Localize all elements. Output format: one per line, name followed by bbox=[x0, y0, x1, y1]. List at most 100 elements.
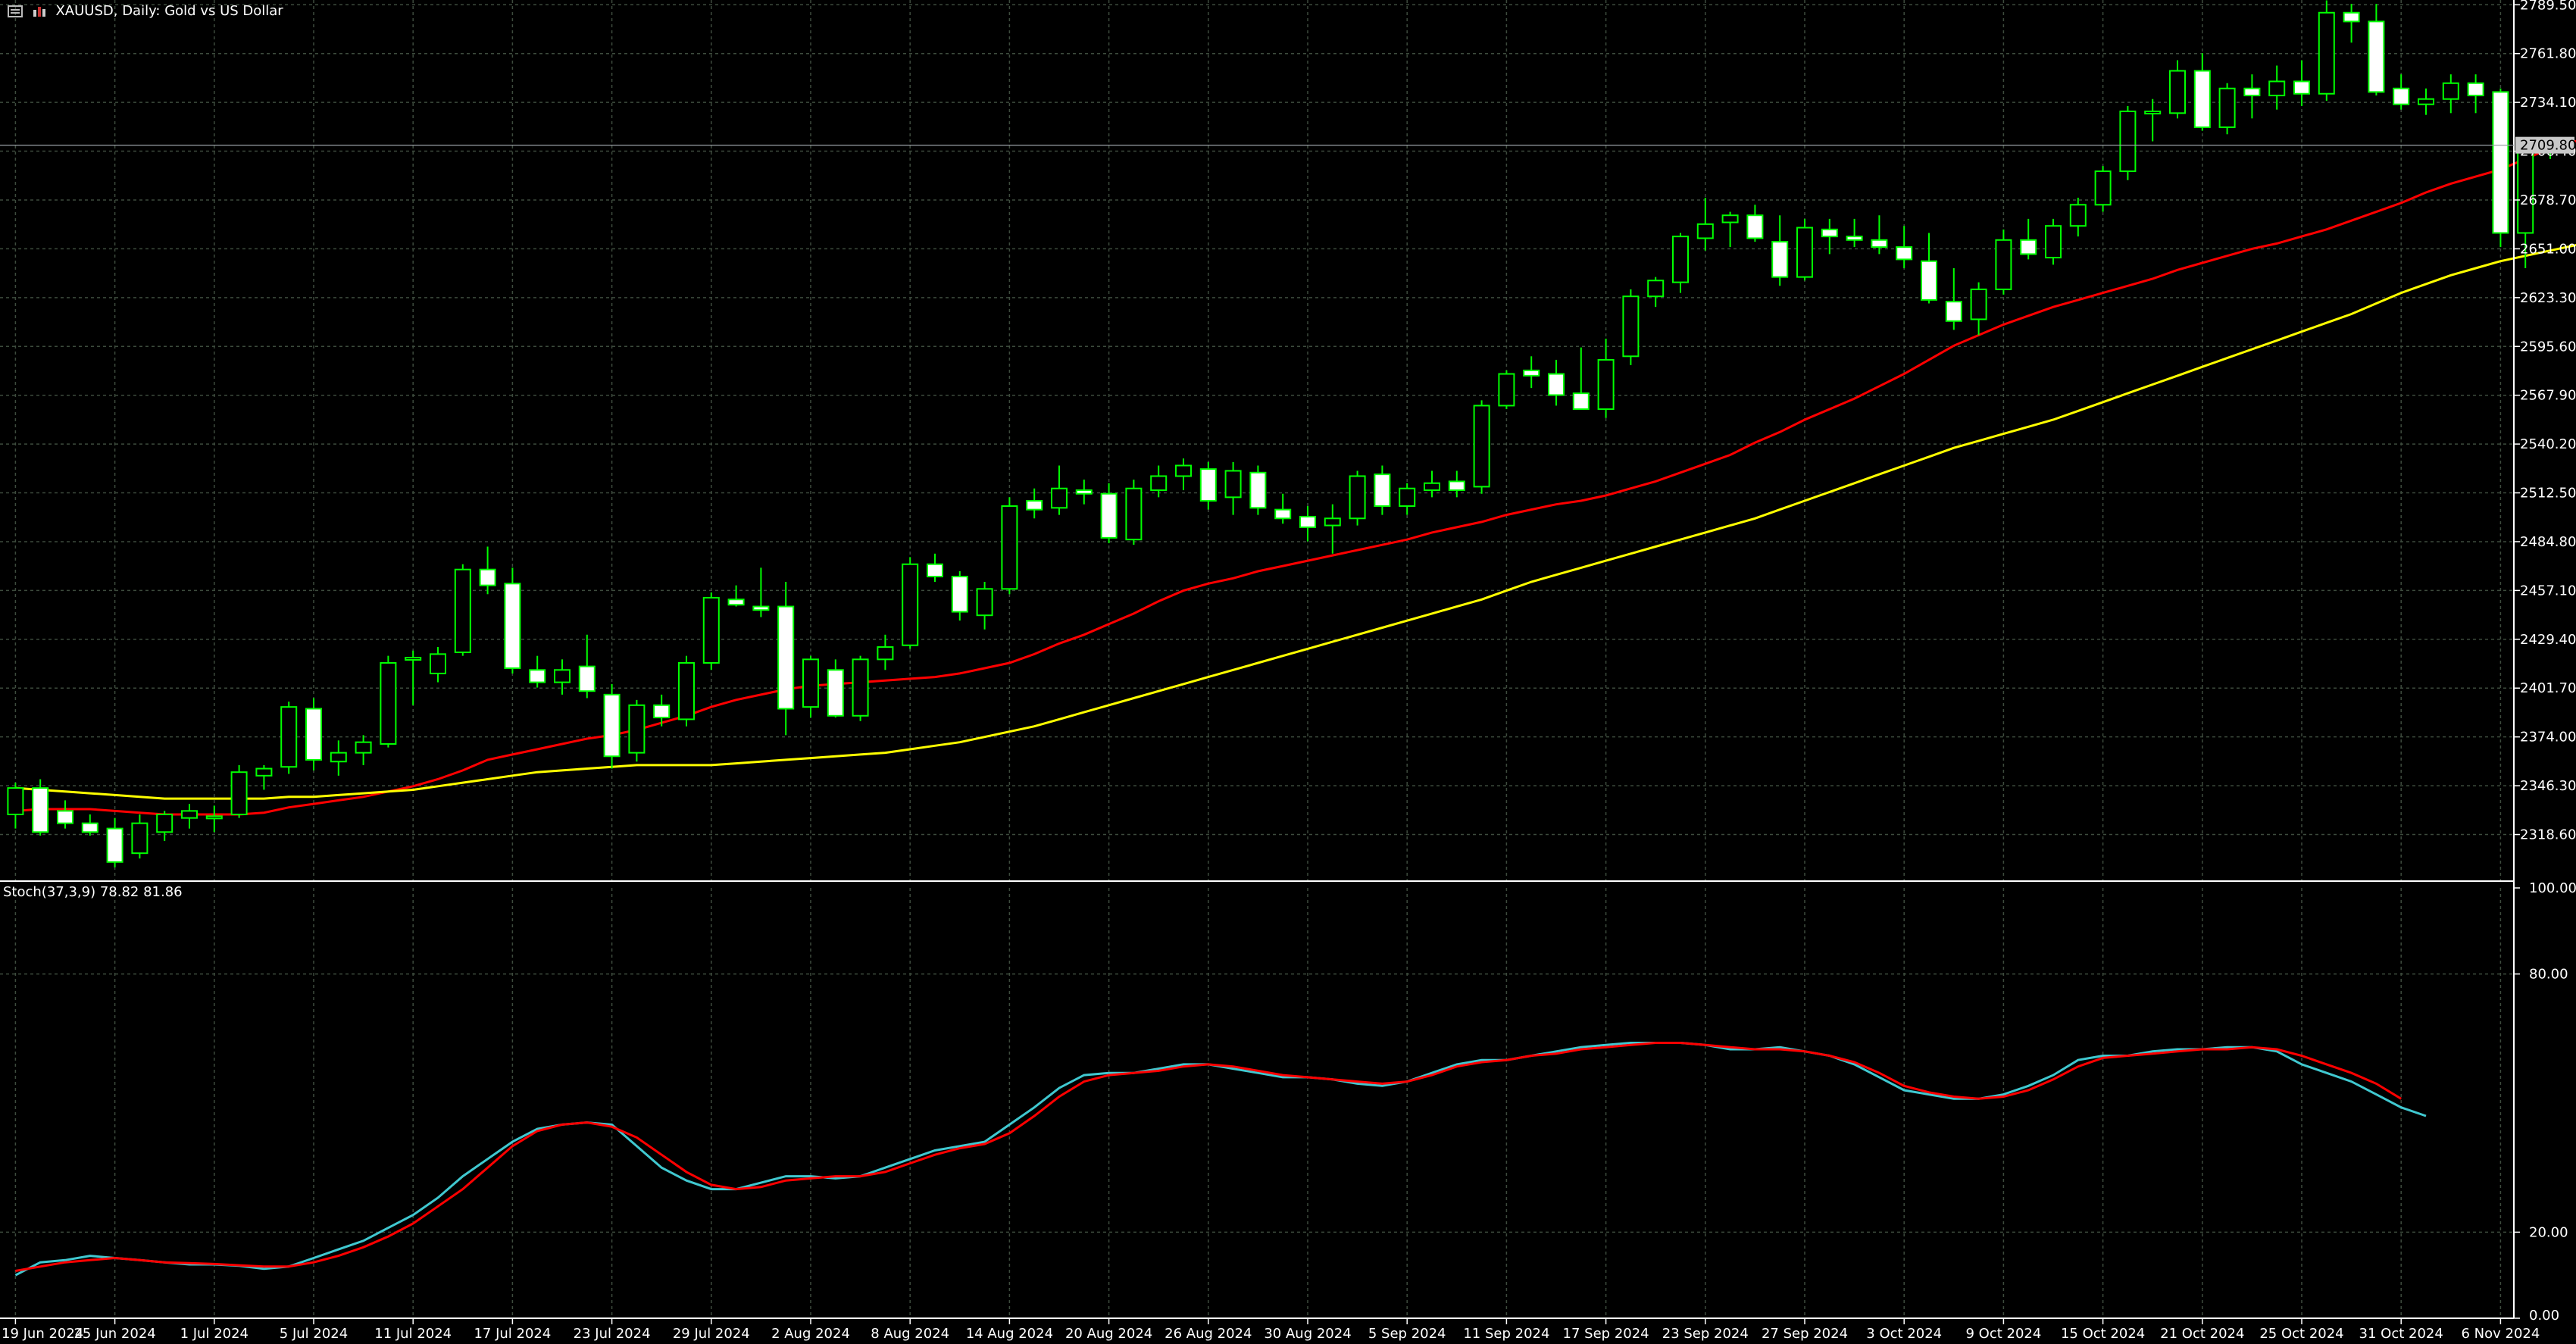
candle[interactable] bbox=[852, 655, 869, 721]
candle[interactable] bbox=[106, 817, 123, 867]
candle[interactable] bbox=[1001, 497, 1018, 595]
candle[interactable] bbox=[951, 571, 968, 621]
candle[interactable] bbox=[2418, 88, 2434, 115]
candle[interactable] bbox=[1349, 470, 1366, 526]
candle[interactable] bbox=[405, 650, 422, 705]
candle[interactable] bbox=[430, 647, 446, 683]
candle[interactable] bbox=[1871, 215, 1888, 255]
candle[interactable] bbox=[2218, 83, 2236, 135]
candle[interactable] bbox=[380, 655, 397, 748]
candle[interactable] bbox=[702, 592, 720, 670]
candle[interactable] bbox=[2293, 60, 2310, 107]
candle[interactable] bbox=[529, 655, 546, 688]
candle[interactable] bbox=[1100, 483, 1118, 543]
candle[interactable] bbox=[578, 634, 596, 699]
candle[interactable] bbox=[1696, 197, 1714, 251]
candle[interactable] bbox=[2393, 74, 2410, 110]
candle[interactable] bbox=[181, 804, 198, 829]
candle[interactable] bbox=[2119, 106, 2137, 180]
candle[interactable] bbox=[2069, 197, 2087, 237]
candle[interactable] bbox=[2094, 166, 2112, 212]
candle[interactable] bbox=[2343, 4, 2360, 43]
candle[interactable] bbox=[976, 581, 993, 630]
candle[interactable] bbox=[57, 800, 73, 829]
window-icon[interactable] bbox=[8, 5, 23, 17]
candle[interactable] bbox=[653, 694, 671, 727]
candle[interactable] bbox=[1175, 458, 1192, 491]
candle[interactable] bbox=[1224, 461, 1242, 515]
candle[interactable] bbox=[1896, 226, 1913, 268]
candle[interactable] bbox=[1523, 356, 1540, 389]
candle[interactable] bbox=[1945, 267, 1962, 330]
candle[interactable] bbox=[554, 659, 571, 695]
candle[interactable] bbox=[2045, 218, 2062, 265]
candle[interactable] bbox=[1970, 282, 1987, 336]
candle[interactable] bbox=[2144, 98, 2162, 142]
candle[interactable] bbox=[2492, 88, 2509, 248]
bar-chart-icon[interactable] bbox=[32, 5, 47, 17]
candle[interactable] bbox=[877, 634, 894, 670]
candle[interactable] bbox=[727, 585, 745, 607]
candle[interactable] bbox=[1374, 465, 1391, 515]
candle[interactable] bbox=[2193, 53, 2211, 131]
candle[interactable] bbox=[2368, 4, 2385, 96]
candle[interactable] bbox=[1796, 218, 1813, 281]
candle[interactable] bbox=[2517, 141, 2534, 268]
candle[interactable] bbox=[1324, 504, 1341, 554]
candle[interactable] bbox=[1026, 488, 1043, 519]
candle[interactable] bbox=[1498, 370, 1515, 410]
candle[interactable] bbox=[1150, 465, 1168, 498]
candle[interactable] bbox=[1299, 505, 1316, 542]
candle[interactable] bbox=[305, 698, 322, 770]
candle[interactable] bbox=[1125, 480, 1143, 545]
candle[interactable] bbox=[1921, 233, 1937, 304]
candle[interactable] bbox=[1821, 218, 1838, 255]
candle[interactable] bbox=[802, 655, 819, 718]
candle[interactable] bbox=[777, 581, 795, 736]
candle[interactable] bbox=[678, 655, 695, 727]
candle[interactable] bbox=[1746, 205, 1764, 242]
candle[interactable] bbox=[752, 567, 770, 617]
candle[interactable] bbox=[131, 814, 148, 859]
candle[interactable] bbox=[1721, 211, 1739, 248]
candle[interactable] bbox=[454, 564, 471, 656]
candle[interactable] bbox=[1572, 347, 1590, 411]
candle[interactable] bbox=[1448, 470, 1465, 498]
candle[interactable] bbox=[1995, 229, 2012, 295]
candlesticks[interactable] bbox=[7, 0, 2559, 867]
candle[interactable] bbox=[230, 764, 248, 818]
candle[interactable] bbox=[628, 699, 646, 762]
candle[interactable] bbox=[156, 811, 174, 841]
candle[interactable] bbox=[81, 814, 98, 836]
candle[interactable] bbox=[2268, 65, 2286, 110]
candle[interactable] bbox=[1199, 461, 1217, 510]
candle[interactable] bbox=[355, 735, 372, 765]
candle[interactable] bbox=[479, 546, 496, 595]
candle[interactable] bbox=[32, 779, 49, 836]
candle[interactable] bbox=[205, 805, 223, 833]
candle[interactable] bbox=[280, 702, 298, 774]
candle[interactable] bbox=[1672, 233, 1689, 293]
candle[interactable] bbox=[1399, 483, 1416, 515]
candle[interactable] bbox=[1075, 480, 1093, 505]
candle[interactable] bbox=[902, 557, 919, 649]
candle[interactable] bbox=[1548, 359, 1565, 406]
candle[interactable] bbox=[504, 567, 521, 674]
candle[interactable] bbox=[1274, 493, 1292, 524]
candle[interactable] bbox=[1249, 465, 1267, 515]
candle[interactable] bbox=[2020, 218, 2037, 260]
candle[interactable] bbox=[1051, 465, 1068, 515]
candle[interactable] bbox=[2318, 0, 2335, 102]
candle[interactable] bbox=[1647, 277, 1665, 308]
candle[interactable] bbox=[2169, 60, 2186, 119]
candle[interactable] bbox=[927, 553, 943, 582]
candle[interactable] bbox=[1771, 215, 1789, 286]
candle[interactable] bbox=[1424, 470, 1440, 498]
candle[interactable] bbox=[2467, 74, 2484, 114]
candle[interactable] bbox=[1597, 339, 1615, 418]
candle[interactable] bbox=[2442, 74, 2459, 114]
candle[interactable] bbox=[330, 740, 347, 776]
candle[interactable] bbox=[2243, 74, 2261, 119]
candle[interactable] bbox=[603, 683, 621, 769]
